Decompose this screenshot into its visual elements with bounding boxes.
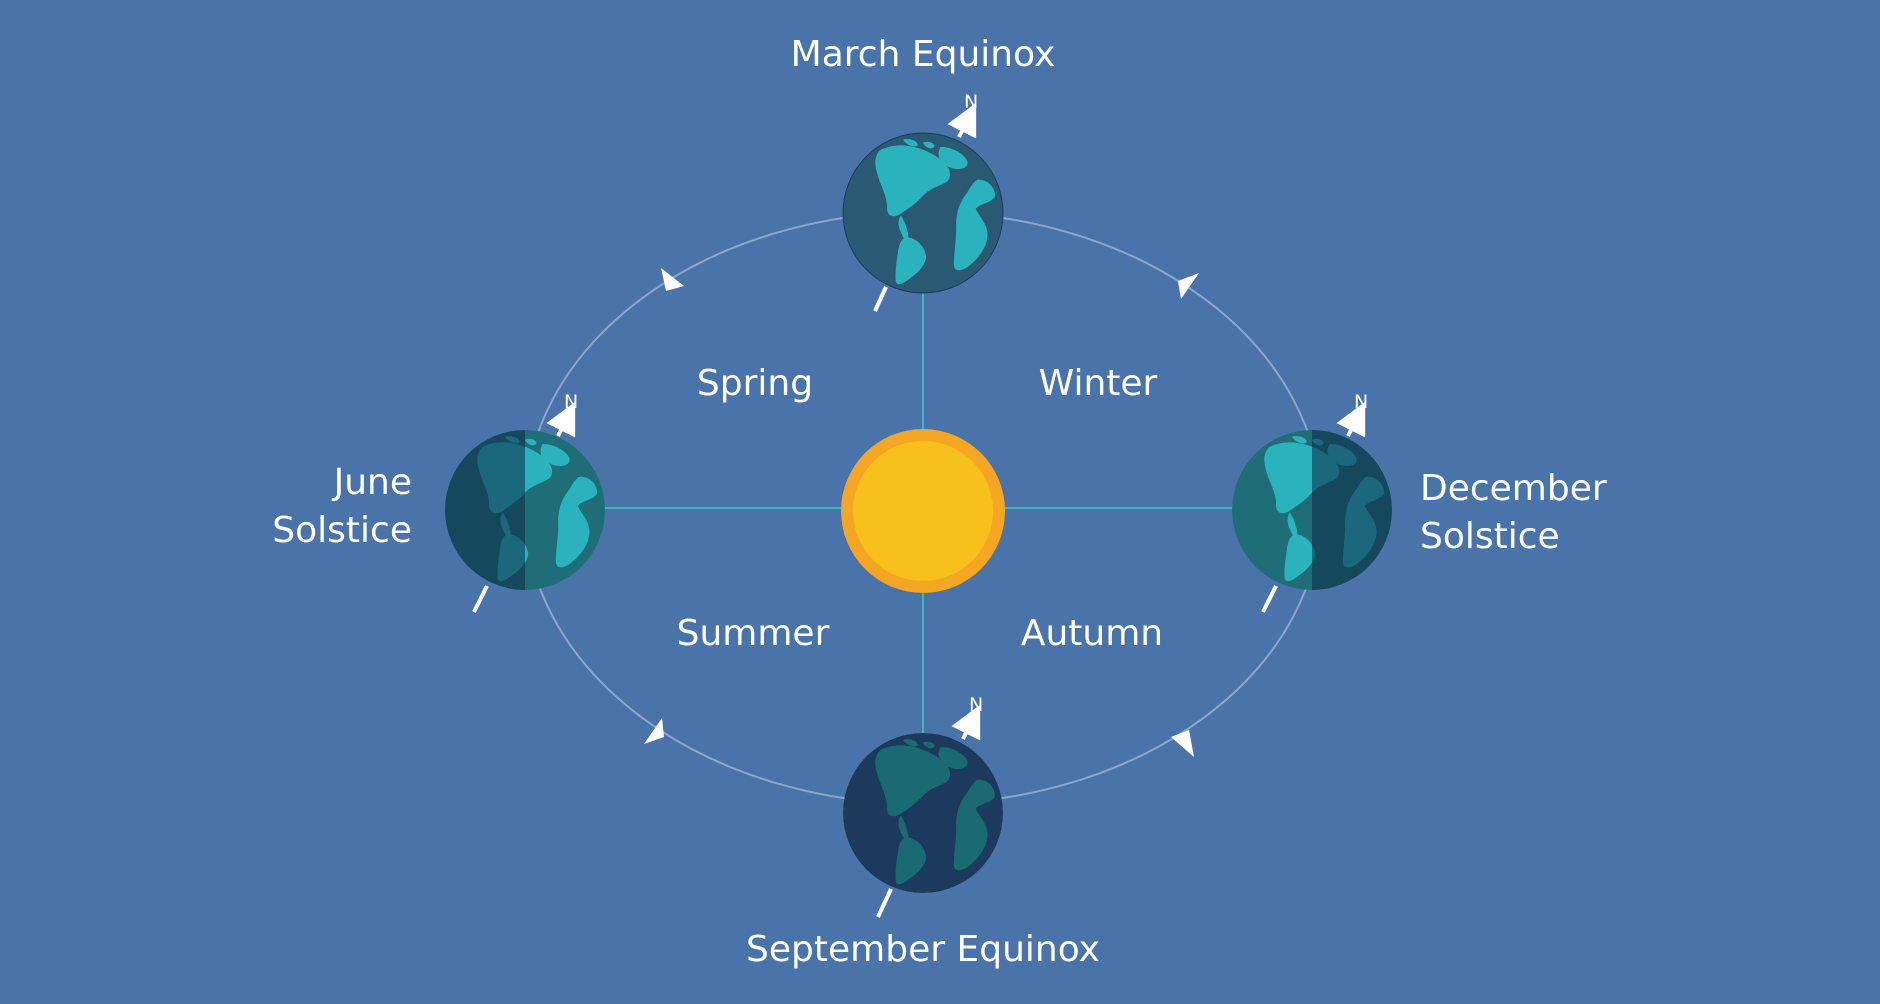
label-december-solstice-line1: December xyxy=(1420,468,1607,509)
orbit-arrow-icon-top-left xyxy=(661,268,684,291)
earth-march-equinox xyxy=(842,132,1004,294)
north-label-march: N xyxy=(964,91,978,113)
sun-icon xyxy=(841,429,1005,593)
earth-december-solstice xyxy=(1232,430,1392,590)
label-march-equinox: March Equinox xyxy=(791,34,1056,75)
orbit-arrow-icon-bottom-left xyxy=(644,718,664,744)
north-label-june: N xyxy=(564,391,578,413)
north-arrow-icon-december xyxy=(1261,401,1366,613)
north-label-december: N xyxy=(1354,391,1368,413)
orbit-arrow-icon-top-right xyxy=(1178,273,1199,299)
north-arrow-icon-march xyxy=(873,102,977,312)
label-june-solstice-line2: Solstice xyxy=(272,510,412,551)
label-june-solstice-line1: June xyxy=(332,462,412,503)
orbit-arrow-icon-bottom-right xyxy=(1171,730,1194,757)
north-label-september: N xyxy=(969,694,983,716)
label-season-winter: Winter xyxy=(1039,363,1158,404)
earth-june-solstice xyxy=(445,430,605,590)
label-september-equinox: September Equinox xyxy=(746,929,1100,970)
earth-september-equinox xyxy=(843,733,1003,893)
north-arrow-icon-september xyxy=(876,704,981,918)
label-december-solstice-line2: Solstice xyxy=(1420,516,1560,557)
north-arrow-icon-june xyxy=(472,401,576,613)
label-season-summer: Summer xyxy=(677,613,830,654)
label-season-autumn: Autumn xyxy=(1021,613,1163,654)
label-season-spring: Spring xyxy=(697,363,813,404)
